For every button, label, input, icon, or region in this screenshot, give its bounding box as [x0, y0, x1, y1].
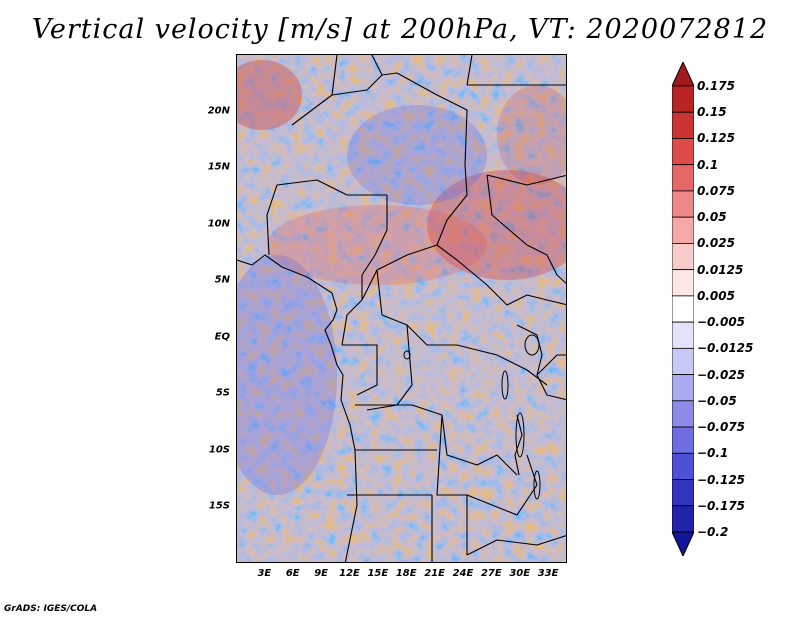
colorbar-segment — [672, 374, 694, 402]
colorbar-segment — [672, 426, 694, 454]
colorbar-segment — [672, 85, 694, 113]
colorbar-segment — [672, 138, 694, 166]
colorbar-segment — [672, 347, 694, 375]
colorbar-tick-label: −0.0125 — [697, 341, 754, 356]
colorbar-segment — [672, 505, 694, 533]
colorbar-tick-label: 0.075 — [697, 183, 735, 198]
colorbar-tick-label: −0.125 — [697, 472, 746, 487]
colorbar-segment — [672, 400, 694, 428]
colorbar-tick-label: −0.175 — [697, 498, 746, 513]
lon-tick-label: 12E — [339, 568, 360, 579]
velocity-noise-field — [237, 55, 566, 562]
lat-tick-label: 5S — [215, 387, 230, 399]
lon-tick-label: 27E — [480, 568, 502, 579]
colorbar-tick-label: 0.05 — [697, 210, 727, 225]
lat-tick-label: 5N — [214, 274, 230, 286]
colorbar-max-arrow — [672, 62, 694, 87]
colorbar-segment — [672, 295, 694, 323]
colorbar-tick-label: −0.1 — [697, 446, 729, 461]
velocity-field-map — [237, 55, 566, 562]
colorbar-tick-label: 0.025 — [697, 236, 735, 251]
grads-credit: GrADS: IGES/COLA — [4, 604, 98, 614]
lon-tick-label: 15E — [367, 568, 389, 579]
colorbar-segment — [672, 111, 694, 139]
lon-tick-label: 33E — [537, 568, 559, 579]
colorbar-segment — [672, 190, 694, 218]
lat-tick-label: 20N — [207, 105, 230, 117]
lon-tick-label: 18E — [395, 568, 417, 579]
colorbar-segment — [672, 269, 694, 297]
lat-tick-label: 10S — [208, 444, 230, 456]
colorbar — [672, 62, 694, 556]
colorbar-segment — [672, 321, 694, 349]
map-panel — [236, 54, 567, 563]
lat-tick-label: 15N — [207, 161, 230, 173]
colorbar-segment — [672, 479, 694, 507]
colorbar-segment — [672, 216, 694, 244]
colorbar-tick-label: 0.125 — [697, 131, 735, 146]
colorbar-tick-label: 0.0125 — [697, 262, 744, 277]
colorbar-tick-label: −0.075 — [697, 420, 746, 435]
colorbar-segment — [672, 243, 694, 271]
colorbar-tick-label: −0.2 — [697, 525, 729, 539]
lon-tick-label: 9E — [314, 568, 329, 579]
map-title: Vertical velocity [m/s] at 200hPa, VT: 2… — [31, 14, 769, 45]
lon-tick-label: 3E — [257, 568, 272, 579]
colorbar-segment — [672, 452, 694, 480]
colorbar-tick-label: 0.005 — [697, 288, 735, 303]
country-borders — [237, 55, 566, 562]
lat-tick-label: 15S — [208, 500, 230, 512]
lon-tick-label: 21E — [424, 568, 445, 579]
colorbar-tick-label: −0.005 — [697, 315, 746, 330]
lakes — [403, 334, 541, 500]
lat-tick-label: EQ — [214, 331, 230, 343]
colorbar-tick-label: −0.025 — [697, 367, 746, 382]
colorbar-min-arrow — [672, 531, 694, 556]
lat-tick-label: 10N — [207, 218, 230, 230]
colorbar-tick-label: 0.15 — [697, 105, 727, 120]
colorbar-tick-label: −0.05 — [697, 393, 737, 408]
colorbar-segment — [672, 164, 694, 192]
lon-tick-label: 30E — [509, 568, 531, 579]
colorbar-tick-label: 0.1 — [697, 157, 719, 172]
colorbar-tick-label: 0.175 — [697, 79, 735, 93]
lon-tick-label: 24E — [452, 568, 474, 579]
lon-tick-label: 6E — [285, 568, 300, 579]
